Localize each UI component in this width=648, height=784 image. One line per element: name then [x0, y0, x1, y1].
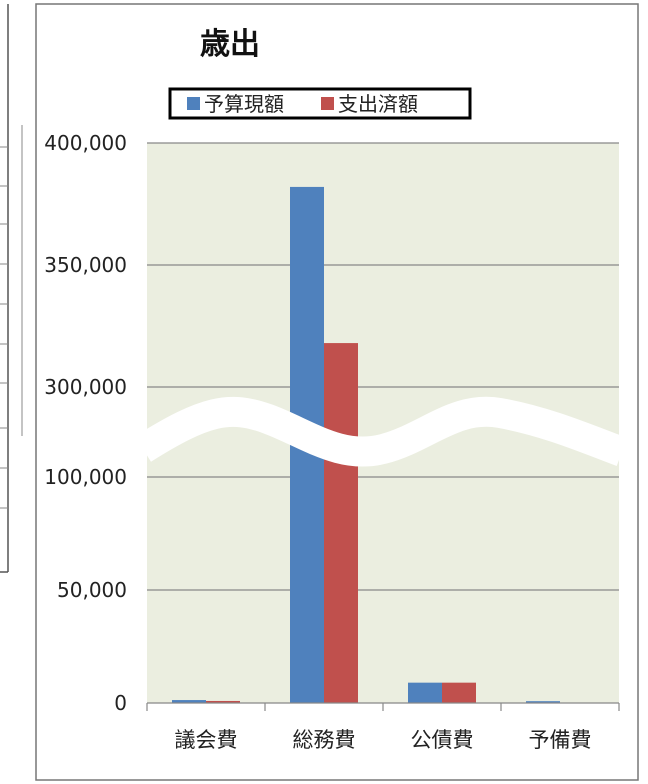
chart-title: 歳出 [200, 27, 260, 62]
legend: 予算現額 支出済額 [168, 87, 472, 120]
x-axis-ticks [146, 703, 620, 711]
legend-label-budget: 予算現額 [204, 92, 284, 116]
x-tick-labels: 議会費 総務費 公債費 予備費 [175, 728, 592, 752]
y-tick-label: 100,000 [44, 465, 127, 489]
bar-spent-0 [206, 700, 240, 703]
x-tick-label: 議会費 [175, 728, 238, 752]
y-tick-label: 50,000 [57, 578, 127, 602]
legend-box [168, 87, 472, 120]
left-table-fragment [0, 4, 9, 573]
y-tick-label: 300,000 [44, 375, 127, 399]
x-tick-label: 予備費 [529, 728, 592, 752]
gridlines [147, 142, 619, 591]
bar-budget-3 [526, 701, 560, 703]
legend-swatch-spent [321, 97, 334, 110]
y-tick-labels: 0 50,000 100,000 300,000 350,000 400,000 [44, 131, 127, 715]
y-tick-label: 350,000 [44, 253, 127, 277]
x-tick-label: 総務費 [293, 728, 356, 752]
bar-budget-0 [172, 700, 206, 703]
x-tick-label: 公債費 [411, 728, 474, 752]
legend-label-spent: 支出済額 [338, 92, 418, 116]
axis-break-wave [135, 396, 628, 467]
y-tick-label: 0 [114, 691, 127, 715]
y-tick-label: 400,000 [44, 131, 127, 155]
bar-spent-1 [324, 343, 358, 703]
legend-swatch-budget [187, 97, 200, 110]
bar-spent-2 [442, 682, 476, 703]
bar-budget-2 [408, 682, 442, 703]
